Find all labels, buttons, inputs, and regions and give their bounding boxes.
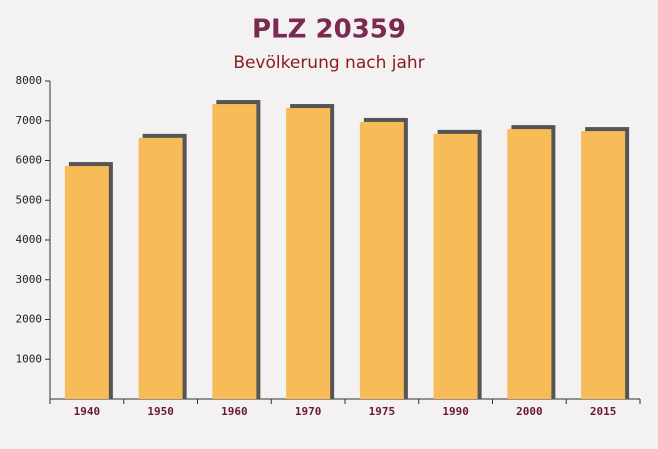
x-tick-label: 1940	[74, 405, 101, 418]
x-tick-label: 1990	[442, 405, 469, 418]
chart-subtitle: Bevölkerung nach jahr	[233, 53, 424, 73]
bar	[433, 133, 478, 399]
y-tick-label: 5000	[16, 193, 43, 206]
x-tick-label: 1950	[147, 405, 174, 418]
bar	[286, 108, 331, 399]
bar	[359, 121, 404, 399]
y-tick-label: 3000	[16, 273, 43, 286]
bar	[507, 129, 552, 399]
y-tick-label: 4000	[16, 233, 43, 246]
bar	[138, 137, 183, 399]
chart-title: PLZ 20359	[252, 15, 406, 45]
bar	[64, 166, 109, 399]
y-tick-label: 6000	[16, 154, 43, 167]
x-tick-label: 1960	[221, 405, 248, 418]
y-tick-label: 1000	[16, 352, 43, 365]
x-tick-label: 1975	[369, 405, 396, 418]
bar	[581, 131, 626, 399]
y-tick-label: 2000	[16, 313, 43, 326]
x-tick-label: 2000	[516, 405, 543, 418]
y-tick-label: 8000	[16, 74, 43, 87]
y-tick-label: 7000	[16, 114, 43, 127]
bar	[212, 104, 257, 400]
x-tick-label: 1970	[295, 405, 322, 418]
x-tick-label: 2015	[590, 405, 617, 418]
